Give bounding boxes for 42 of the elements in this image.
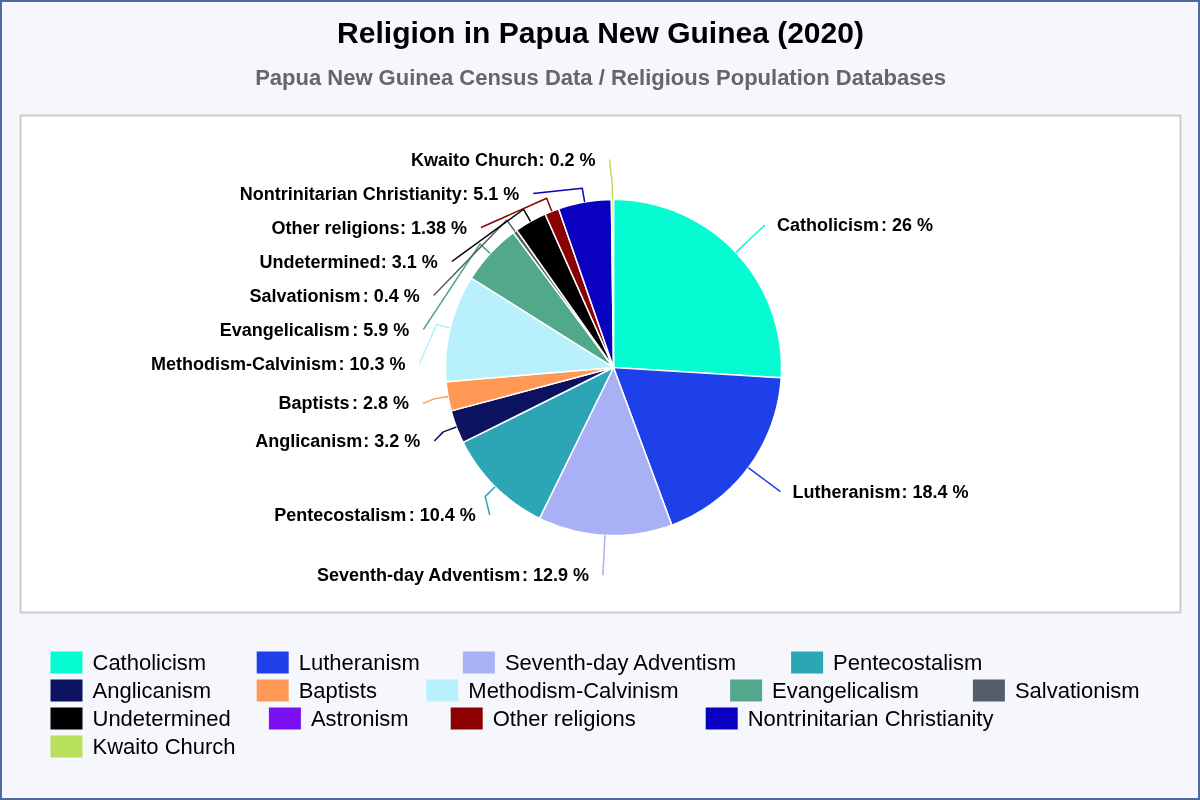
slice-label: Kwaito Church xyxy=(411,149,539,170)
legend-label: Astronism xyxy=(310,706,409,731)
legend-label: Pentecostalism xyxy=(833,650,983,675)
slice-label: Undetermined xyxy=(259,251,381,272)
slice-label: Lutheranism xyxy=(792,481,901,502)
legend-label: Salvationism xyxy=(1014,678,1140,703)
data-label: : 10.3 % xyxy=(338,353,406,374)
slice-label: Evangelicalism xyxy=(219,319,350,340)
data-label: : 5.9 % xyxy=(352,319,410,340)
data-label: : 3.2 % xyxy=(363,431,421,452)
data-label: : 26 % xyxy=(881,215,934,236)
chart-title: Religion in Papua New Guinea (2020) xyxy=(337,16,864,49)
legend-label: Other religions xyxy=(492,706,636,731)
data-label: : 1.38 % xyxy=(400,217,468,238)
legend-label: Undetermined xyxy=(92,706,231,731)
chart-subtitle: Papua New Guinea Census Data / Religious Population Databases xyxy=(255,65,946,90)
slice-label: Anglicanism xyxy=(255,431,363,452)
data-label: : 2.8 % xyxy=(351,393,409,414)
data-label: : 0.2 % xyxy=(538,149,596,170)
legend-label: Catholicism xyxy=(92,650,207,675)
slice-label: Seventh-day Adventism xyxy=(316,565,521,586)
data-label: : 5.1 % xyxy=(462,183,520,204)
legend-label: Nontrinitarian Christianity xyxy=(747,706,994,731)
slice-label: Baptists xyxy=(278,393,350,414)
data-label: : 18.4 % xyxy=(901,481,969,502)
data-label: : 12.9 % xyxy=(521,565,589,586)
data-label: : 0.4 % xyxy=(362,285,420,306)
legend-label: Baptists xyxy=(298,678,377,703)
legend-label: Evangelicalism xyxy=(772,678,919,703)
slice-label: Salvationism xyxy=(249,285,361,306)
slice-label: Other religions xyxy=(271,217,400,238)
slice-label: Pentecostalism xyxy=(274,505,407,526)
legend-label: Kwaito Church xyxy=(92,734,236,759)
legend-label: Lutheranism xyxy=(298,650,420,675)
data-label: : 10.4 % xyxy=(408,505,476,526)
slice-label: Methodism-Calvinism xyxy=(150,353,337,374)
data-label: : 3.1 % xyxy=(380,251,438,272)
legend-label: Anglicanism xyxy=(92,678,212,703)
legend-label: Seventh-day Adventism xyxy=(504,650,737,675)
slice-label: Catholicism xyxy=(777,215,880,236)
legend-label: Methodism-Calvinism xyxy=(468,678,679,703)
slice-label: Nontrinitarian Christianity xyxy=(239,183,462,204)
